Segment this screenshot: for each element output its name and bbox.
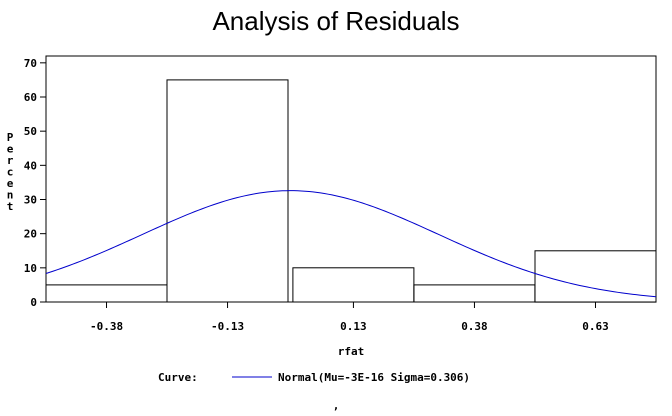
histogram-bar-0 bbox=[45, 284, 168, 303]
y-tick-label-70: 70 bbox=[24, 57, 37, 70]
chart-title: Analysis of Residuals bbox=[212, 6, 460, 36]
y-tick-label-20: 20 bbox=[24, 228, 37, 241]
y-tick-label-0: 0 bbox=[30, 296, 37, 309]
x-tick-label-2: 0.13 bbox=[340, 320, 367, 333]
y-axis-label-char: P bbox=[7, 131, 14, 144]
histogram-bar-2 bbox=[292, 267, 415, 303]
y-tick-label-40: 40 bbox=[24, 159, 37, 172]
y-tick-label-10: 10 bbox=[24, 262, 37, 275]
x-tick-label-3: 0.38 bbox=[461, 320, 488, 333]
y-tick-label-50: 50 bbox=[24, 125, 37, 138]
normal-curve bbox=[45, 190, 657, 298]
y-axis-label-char: e bbox=[7, 143, 14, 156]
footer-mark: , bbox=[333, 399, 340, 412]
y-axis-label-char: t bbox=[7, 200, 14, 213]
x-axis-label: rfat bbox=[338, 345, 365, 358]
y-axis-label-char: r bbox=[7, 154, 14, 167]
x-tick-label-1: -0.13 bbox=[211, 320, 244, 333]
legend-prefix: Curve: bbox=[158, 371, 198, 384]
histogram-bar-1 bbox=[166, 79, 289, 303]
y-tick-label-60: 60 bbox=[24, 91, 37, 104]
legend-label: Normal(Mu=-3E-16 Sigma=0.306) bbox=[278, 371, 470, 384]
x-tick-label-4: 0.63 bbox=[582, 320, 609, 333]
plot-frame bbox=[45, 55, 657, 303]
y-axis-label-char: c bbox=[7, 166, 14, 179]
y-axis-label-char: e bbox=[7, 177, 14, 190]
y-axis-label-char: n bbox=[7, 189, 14, 202]
histogram-bar-3 bbox=[413, 284, 536, 303]
x-tick-label-0: -0.38 bbox=[90, 320, 123, 333]
y-tick-label-30: 30 bbox=[24, 194, 37, 207]
